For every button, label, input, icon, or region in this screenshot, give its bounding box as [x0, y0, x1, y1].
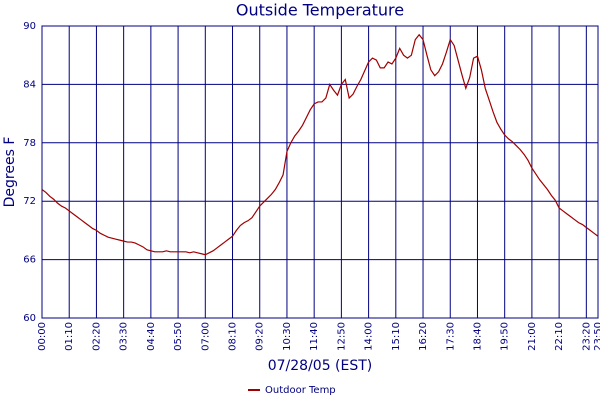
x-tick-label: 11:40 [309, 322, 320, 351]
plot-area [41, 25, 599, 319]
y-tick-label: 84 [23, 79, 36, 90]
x-tick-label: 15:10 [391, 322, 402, 351]
x-tick-label: 18:40 [472, 322, 483, 351]
x-tick-label: 00:00 [37, 322, 48, 351]
x-tick-label: 17:30 [445, 322, 456, 351]
y-tick-label: 60 [23, 313, 36, 324]
x-tick-label: 09:20 [255, 322, 266, 351]
y-tick-label: 78 [23, 138, 36, 149]
x-axis-label: 07/28/05 (EST) [268, 358, 373, 374]
x-tick-label: 03:30 [119, 322, 130, 351]
x-tick-label: 23:50 [593, 322, 600, 351]
y-tick-label: 90 [23, 21, 36, 32]
data-line [41, 33, 599, 256]
y-axis-label: Degrees F [2, 137, 18, 208]
x-tick-label: 04:40 [146, 322, 157, 351]
y-tick-label: 72 [23, 196, 36, 207]
x-tick-label: 19:50 [500, 322, 511, 351]
x-tick-label: 10:30 [282, 322, 293, 351]
chart-title: Outside Temperature [236, 1, 404, 20]
x-tick-label: 14:00 [364, 322, 375, 351]
x-tick-label: 16:20 [418, 322, 429, 351]
x-tick-label: 08:10 [228, 322, 239, 351]
x-tick-label: 02:20 [91, 322, 102, 351]
x-tick-label: 01:10 [64, 322, 75, 351]
x-tick-label: 07:00 [200, 322, 211, 351]
legend-label: Outdoor Temp [265, 385, 336, 396]
x-tick-label: 12:50 [336, 322, 347, 351]
y-tick-label: 66 [23, 255, 36, 266]
x-tick-label: 21:00 [527, 322, 538, 351]
x-tick-label: 22:10 [554, 322, 565, 351]
x-tick-label: 05:50 [173, 322, 184, 351]
x-tick-label: 23:20 [581, 322, 592, 351]
